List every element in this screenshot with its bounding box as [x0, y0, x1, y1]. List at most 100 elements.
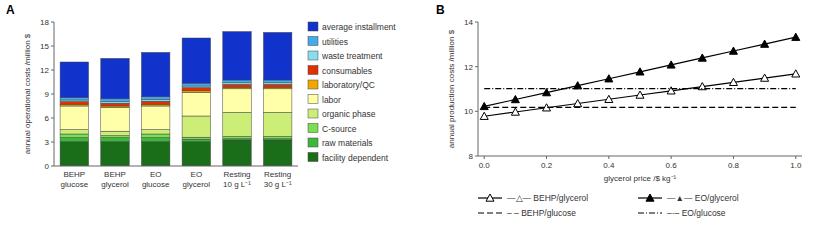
bar-segment [141, 138, 169, 142]
bar-segment [141, 130, 169, 134]
marker [667, 87, 675, 94]
marker [729, 47, 737, 54]
tick-label: 1.0 [790, 161, 802, 170]
bar-segment [263, 89, 291, 113]
bar-segment [182, 83, 210, 86]
y-axis: 0369121518annual operational costs /mill… [23, 18, 54, 171]
tick-label-line: Resting [264, 170, 291, 179]
tick-label: 18 [40, 18, 49, 27]
tick-label: 9 [45, 90, 50, 99]
bar-segment [101, 131, 129, 135]
marker [729, 78, 737, 85]
tick-label-line: EO [191, 170, 203, 179]
tick [608, 156, 609, 159]
bar-segment [223, 112, 251, 136]
tick-label: 10 [464, 107, 473, 116]
tick [671, 156, 672, 159]
tick [51, 70, 54, 71]
tick-label-line: 10 g L⁻¹ [223, 180, 251, 189]
bar-segment [182, 142, 210, 166]
bar-segment [141, 106, 169, 130]
bar-segment [101, 58, 129, 98]
tick [51, 118, 54, 119]
bar-segment [223, 136, 251, 138]
legend-label: —▲— EO/glycerol [667, 193, 739, 203]
tick-label-line: EO [150, 170, 162, 179]
x-axis: 0.00.20.40.60.81.0glycerol price /$ kg⁻¹ [478, 156, 802, 183]
tick-label: BEHPglycerol [101, 170, 129, 189]
tick [51, 166, 54, 167]
marker [761, 40, 769, 47]
legend-label: – – BEHP/glucose [507, 208, 576, 218]
tick-label: 8 [469, 152, 474, 161]
bar-segment [141, 142, 169, 166]
panel-label: A [6, 3, 15, 17]
tick-label-line: glucose [61, 180, 89, 189]
legend: average installment utilities waste treatm… [308, 22, 396, 163]
bar-segment [263, 32, 291, 80]
tick [51, 94, 54, 95]
series-line [484, 37, 796, 106]
bar-segment [60, 142, 88, 166]
legend-label: waste treatment [321, 51, 383, 61]
bar-segment [182, 116, 210, 137]
legend-label: utilities [322, 37, 348, 47]
legend-swatch [308, 80, 318, 89]
tick-label-line: glycerol [101, 180, 129, 189]
tick-label: 0.4 [603, 161, 615, 170]
bar-segment [182, 38, 210, 83]
bar-segment [263, 112, 291, 136]
figure: A0369121518annual operational costs /mil… [0, 0, 813, 231]
tick-label: Resting10 g L⁻¹ [223, 170, 251, 189]
marker [543, 89, 551, 96]
legend: —△— BEHP/glycerol —▲— EO/glycerol – – BEHP… [478, 193, 739, 218]
legend-label: average installment [322, 22, 396, 32]
tick-label: 0.2 [541, 161, 553, 170]
tick [733, 156, 734, 159]
tick [484, 156, 485, 159]
marker [605, 95, 613, 102]
legend-label: facility dependent [322, 153, 389, 163]
bar-segment [141, 97, 169, 100]
bar-segment [263, 84, 291, 87]
marker [646, 194, 654, 201]
series-line [484, 88, 796, 89]
bar-segment [223, 32, 251, 80]
tick-label: 15 [40, 42, 49, 51]
tick [475, 66, 478, 67]
bar-segment [223, 84, 251, 87]
bar-segment [263, 136, 291, 138]
tick-label: EOglycerol [183, 170, 211, 189]
bar-segment [60, 98, 88, 100]
bar-segment [60, 134, 88, 138]
legend-swatch [308, 124, 318, 133]
panel-label: B [436, 3, 445, 17]
tick [51, 142, 54, 143]
bar-segment [60, 130, 88, 134]
bar-segment [141, 134, 169, 138]
bar-segment [223, 89, 251, 113]
legend-label: raw materials [322, 138, 373, 148]
marker [511, 108, 519, 115]
legend-label: —△— BEHP/glycerol [507, 193, 588, 203]
marker [792, 33, 800, 40]
bar-segment [101, 108, 129, 132]
tick-label-line: 30 g L⁻¹ [264, 180, 292, 189]
tick [51, 46, 54, 47]
legend-label: consumables [322, 66, 372, 76]
bar-segment [60, 106, 88, 130]
tick-label: 0 [45, 162, 50, 171]
legend-swatch [308, 22, 318, 31]
tick-label: 14 [464, 18, 473, 27]
axis-line [54, 166, 298, 167]
legend-handle [638, 212, 662, 213]
bar-segment [60, 138, 88, 142]
tick [475, 22, 478, 23]
bar-segment [182, 137, 210, 139]
marker [792, 70, 800, 77]
legend-label: C-source [322, 124, 357, 134]
tick-label-line: BEHP [63, 170, 85, 179]
bar-segment [263, 80, 291, 83]
tick-label: 0.8 [728, 161, 740, 170]
axis-label: annual production costs /million $ [447, 29, 456, 148]
